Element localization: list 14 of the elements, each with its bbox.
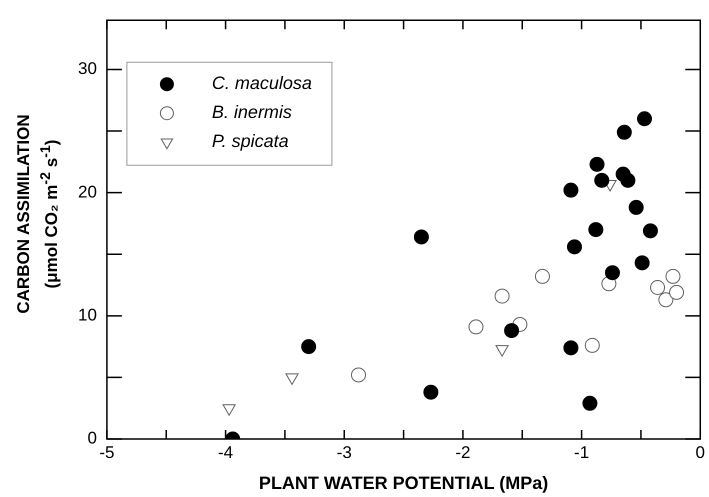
x-tick-label: -4 [218, 442, 234, 462]
x-tick-label: -2 [455, 442, 470, 462]
y-tick-label: 10 [78, 306, 97, 325]
x-tick-label: -5 [99, 442, 114, 462]
x-tick-label: -3 [336, 442, 352, 462]
x-tick-label: -1 [574, 442, 590, 462]
legend-label: C. maculosa [212, 73, 312, 94]
x-axis-title: PLANT WATER POTENTIAL (MPa) [258, 473, 548, 494]
x-tick-label: 0 [696, 442, 706, 462]
legend-label: P. spicata [212, 131, 289, 152]
y-tick-label: 30 [78, 59, 97, 78]
y-tick-label: 0 [87, 428, 97, 448]
y-tick-label: 20 [78, 182, 97, 202]
legend-label: B. inermis [212, 102, 292, 122]
